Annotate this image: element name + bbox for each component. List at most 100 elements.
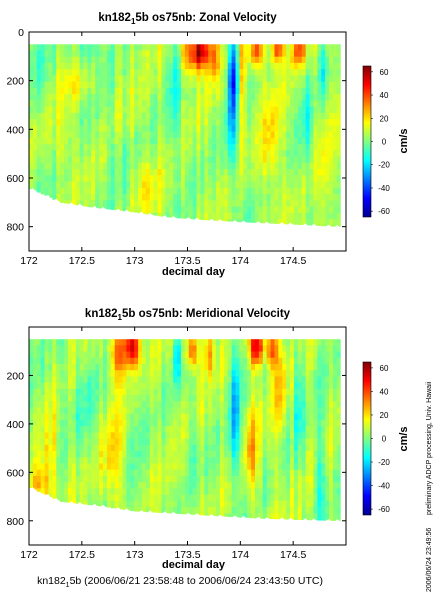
velocity-cell xyxy=(282,106,287,114)
velocity-cell xyxy=(56,345,61,352)
velocity-cell xyxy=(180,162,186,170)
velocity-cell xyxy=(91,482,96,489)
velocity-cell xyxy=(48,357,53,365)
velocity-cell xyxy=(64,125,69,133)
velocity-cell xyxy=(99,106,104,114)
velocity-cell xyxy=(169,200,174,207)
velocity-cell xyxy=(71,382,77,390)
velocity-cell xyxy=(258,112,264,120)
velocity-cell xyxy=(184,339,190,346)
velocity-cell xyxy=(258,488,264,495)
velocity-cell xyxy=(278,407,283,415)
velocity-cell xyxy=(266,419,271,427)
velocity-cell xyxy=(231,106,236,114)
velocity-cell xyxy=(247,500,252,508)
velocity-cell xyxy=(227,370,233,377)
velocity-cell xyxy=(196,388,201,396)
velocity-cell xyxy=(180,106,186,114)
velocity-cell xyxy=(254,457,260,464)
velocity-cell xyxy=(204,401,209,408)
velocity-cell xyxy=(239,44,244,51)
velocity-cell xyxy=(325,401,330,408)
velocity-cell xyxy=(192,212,197,220)
velocity-cell xyxy=(29,407,34,415)
velocity-cell xyxy=(95,370,100,377)
velocity-cell xyxy=(297,407,303,415)
velocity-cell xyxy=(332,106,338,114)
velocity-cell xyxy=(40,112,45,120)
velocity-cell xyxy=(157,44,162,51)
velocity-cell xyxy=(247,432,252,439)
velocity-cell xyxy=(235,469,240,477)
velocity-cell xyxy=(258,137,264,145)
velocity-cell xyxy=(36,345,42,352)
velocity-cell xyxy=(44,413,49,421)
velocity-cell xyxy=(204,494,209,502)
velocity-cell xyxy=(270,156,275,164)
velocity-cell xyxy=(243,419,248,427)
velocity-cell xyxy=(87,69,92,76)
velocity-cell xyxy=(321,463,326,471)
velocity-cell xyxy=(200,351,205,359)
velocity-cell xyxy=(305,500,310,508)
velocity-cell xyxy=(325,69,330,76)
velocity-cell xyxy=(142,363,147,371)
velocity-cell xyxy=(251,432,256,439)
velocity-cell xyxy=(52,175,57,182)
velocity-cell xyxy=(297,451,303,458)
velocity-cell xyxy=(274,482,279,489)
velocity-cell xyxy=(196,200,201,207)
velocity-cell xyxy=(75,351,81,359)
velocity-cell xyxy=(235,395,240,402)
velocity-cell xyxy=(110,87,116,95)
velocity-cell xyxy=(239,219,244,223)
velocity-cell xyxy=(138,457,143,464)
velocity-cell xyxy=(126,100,131,108)
velocity-cell xyxy=(79,194,84,201)
velocity-cell xyxy=(254,144,260,151)
velocity-cell xyxy=(270,351,275,359)
velocity-cell xyxy=(177,50,182,58)
velocity-cell xyxy=(325,413,330,421)
velocity-cell xyxy=(36,75,42,83)
velocity-cell xyxy=(75,150,81,157)
velocity-cell xyxy=(87,125,92,133)
velocity-cell xyxy=(60,81,65,89)
velocity-cell xyxy=(336,144,342,151)
velocity-cell xyxy=(297,87,303,95)
velocity-cell xyxy=(114,112,120,120)
velocity-cell xyxy=(262,62,268,70)
velocity-cell xyxy=(177,62,182,70)
velocity-cell xyxy=(200,125,205,133)
velocity-cell xyxy=(106,131,112,139)
velocity-cell xyxy=(208,50,213,58)
velocity-cell xyxy=(157,500,162,508)
velocity-cell xyxy=(313,187,318,195)
velocity-cell xyxy=(130,200,135,207)
velocity-cell xyxy=(239,419,244,427)
velocity-cell xyxy=(278,162,283,170)
velocity-cell xyxy=(216,181,221,189)
velocity-cell xyxy=(36,187,42,193)
velocity-cell xyxy=(227,500,233,508)
velocity-cell xyxy=(251,87,256,95)
velocity-cell xyxy=(67,494,73,502)
velocity-cell xyxy=(293,206,299,214)
velocity-cell xyxy=(321,432,326,439)
velocity-cell xyxy=(200,363,205,371)
velocity-cell xyxy=(106,469,112,477)
velocity-cell xyxy=(138,144,143,151)
velocity-cell xyxy=(216,87,221,95)
velocity-cell xyxy=(184,413,190,421)
velocity-cell xyxy=(142,169,147,176)
velocity-cell xyxy=(219,488,225,495)
velocity-cell xyxy=(254,475,260,483)
velocity-cell xyxy=(29,162,34,170)
velocity-cell xyxy=(99,444,104,452)
velocity-cell xyxy=(40,351,45,359)
velocity-cell xyxy=(243,106,248,114)
velocity-cell xyxy=(301,125,307,133)
velocity-cell xyxy=(216,62,221,70)
velocity-cell xyxy=(270,119,275,126)
velocity-cell xyxy=(332,482,338,489)
